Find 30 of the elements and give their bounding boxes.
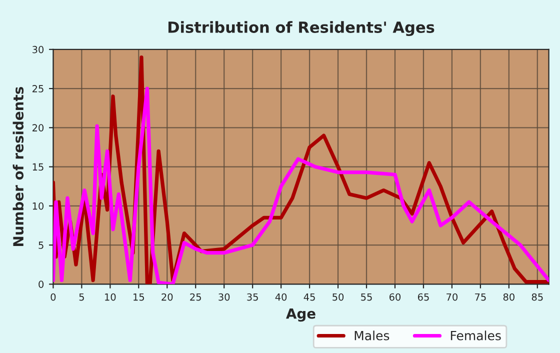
x-tick-label: 80 xyxy=(503,293,514,301)
y-tick-label: 25 xyxy=(32,85,44,92)
y-tick-label: 20 xyxy=(32,124,44,132)
y-tick-label: 10 xyxy=(32,202,44,210)
x-tick-label: 25 xyxy=(190,293,201,301)
x-tick-label: 35 xyxy=(247,293,258,301)
y-tick-label: 0 xyxy=(38,280,44,288)
x-tick-label: 85 xyxy=(532,293,543,301)
x-tick-label: 65 xyxy=(418,293,429,301)
legend-label: Females xyxy=(450,330,501,340)
x-tick-label: 5 xyxy=(79,293,84,301)
y-axis-title: Number of residents xyxy=(12,87,24,246)
x-tick-label: 20 xyxy=(162,293,173,301)
legend-label: Males xyxy=(354,330,390,340)
y-tick-label: 30 xyxy=(32,46,44,54)
y-tick-label: 5 xyxy=(38,242,44,249)
x-tick-label: 0 xyxy=(50,293,56,301)
x-tick-label: 60 xyxy=(389,293,401,301)
x-axis-title: Age xyxy=(286,308,316,322)
y-tick-label: 15 xyxy=(32,163,44,171)
x-tick-label: 50 xyxy=(332,293,344,301)
x-tick-label: 15 xyxy=(134,293,144,301)
x-tick-label: 40 xyxy=(275,293,287,301)
chart-title: Distribution of Residents' Ages xyxy=(168,21,434,36)
x-tick-label: 30 xyxy=(218,293,230,301)
x-tick-label: 70 xyxy=(446,293,458,301)
x-tick-label: 55 xyxy=(361,293,372,301)
x-tick-label: 45 xyxy=(304,293,315,301)
x-tick-label: 10 xyxy=(105,293,116,301)
x-tick-label: 75 xyxy=(475,293,486,301)
